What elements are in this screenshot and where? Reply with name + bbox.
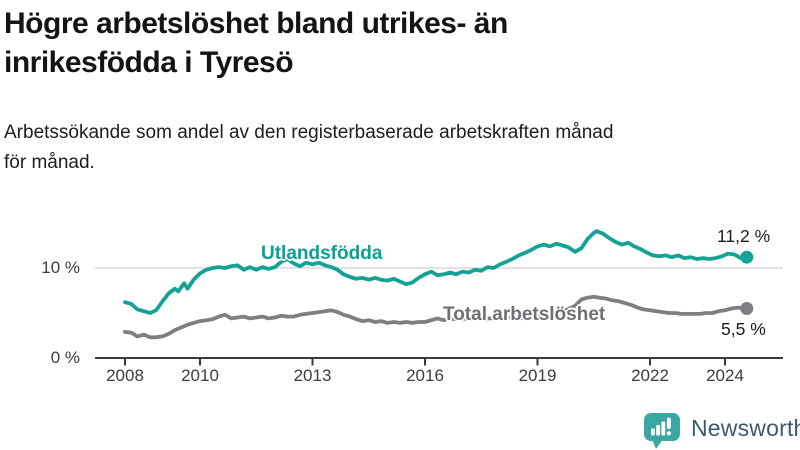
x-axis-tick-label: 2008 (106, 366, 144, 385)
series-line-utlandsf-dda (123, 229, 749, 315)
series-end-dot (740, 302, 754, 315)
series-end-dot (740, 250, 754, 264)
title-line-2: inrikesfödda i Tyresö (4, 46, 294, 79)
series-line-total-arbetsl-shet (123, 294, 749, 340)
subtitle-line-1: Arbetssökande som andel av den registerb… (4, 122, 614, 143)
x-axis-tick-label: 2024 (706, 366, 744, 385)
y-axis-tick-label-0: 0 % (50, 348, 80, 367)
end-value-label-utlandsfodda: 11,2 % (717, 226, 771, 246)
x-axis-tick-label: 2016 (406, 366, 444, 385)
newsworthy-logo-text: Newsworthy (691, 414, 800, 441)
end-value-label-total: 5,5 % (721, 319, 766, 339)
series-label-utlandsfodda: Utlandsfödda (261, 243, 383, 264)
subtitle-line-2: för månad. (4, 152, 95, 173)
series-label-total-arbetsloshet: Total arbetslöshet (443, 304, 606, 325)
title-line-1: Högre arbetslöshet bland utrikes- än (4, 7, 508, 40)
y-axis-tick-label-10: 10 % (41, 258, 80, 277)
x-axis-tick-label: 2010 (181, 366, 219, 385)
bar-chart-speech-bubble-icon (644, 413, 680, 449)
page-title: Högre arbetslöshet bland utrikes- än inr… (4, 4, 684, 82)
newsworthy-logo[interactable]: Newsworthy (643, 412, 800, 450)
x-axis-tick-label: 2013 (293, 366, 332, 385)
x-axis-tick-label: 2022 (631, 366, 669, 385)
x-axis-tick-label: 2019 (518, 366, 557, 385)
chart-subtitle: Arbetssökande som andel av den registerb… (4, 118, 784, 178)
